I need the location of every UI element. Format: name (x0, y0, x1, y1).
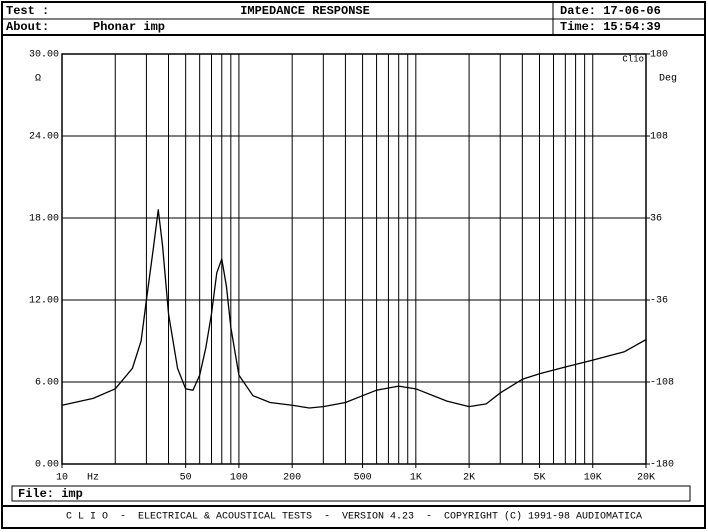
file-name: File: imp (18, 487, 83, 501)
plot-frame (61, 53, 647, 465)
x-tick-label: 2K (463, 473, 475, 484)
y2-tick-label: -108 (650, 378, 674, 389)
date: Date: 17-06-06 (560, 4, 661, 18)
x-tick-label: 20K (637, 473, 655, 484)
x-tick-label: 200 (283, 473, 301, 484)
y2-tick-label: -36 (650, 296, 668, 307)
about: Phonar imp (93, 20, 165, 34)
file-box (11, 485, 691, 502)
y-tick-label: 24.00 (29, 132, 59, 143)
x-tick-label: 10K (584, 473, 602, 484)
x-tick-label: 1K (410, 473, 422, 484)
y-tick-label: 30.00 (29, 50, 59, 61)
footer: C L I O - ELECTRICAL & ACOUSTICAL TESTS … (66, 511, 642, 523)
y-tick-label: 0.00 (35, 460, 59, 471)
y-tick-label: 18.00 (29, 214, 59, 225)
y-tick-label: 12.00 (29, 296, 59, 307)
impedance-curve (61, 209, 647, 409)
about-label: About: (6, 20, 49, 34)
x-tick-label: 10 (56, 473, 68, 484)
y2-unit: Deg (659, 74, 677, 85)
y2-tick-label: 180 (650, 50, 668, 61)
y2-tick-label: 108 (650, 132, 668, 143)
y2-tick-label: 36 (650, 214, 662, 225)
x-tick-label: 5K (533, 473, 545, 484)
x-unit: Hz (87, 473, 99, 484)
y2-tick-label: -180 (650, 460, 674, 471)
brand: Clio (622, 54, 644, 64)
x-tick-label: 100 (230, 473, 248, 484)
x-tick-label: 500 (354, 473, 372, 484)
time: Time: 15:54:39 (560, 20, 661, 34)
y-unit: Ω (35, 74, 41, 85)
y-tick-label: 6.00 (35, 378, 59, 389)
chart-title: IMPEDANCE RESPONSE (240, 4, 370, 18)
test-label: Test : (6, 4, 49, 18)
x-tick-label: 50 (180, 473, 192, 484)
